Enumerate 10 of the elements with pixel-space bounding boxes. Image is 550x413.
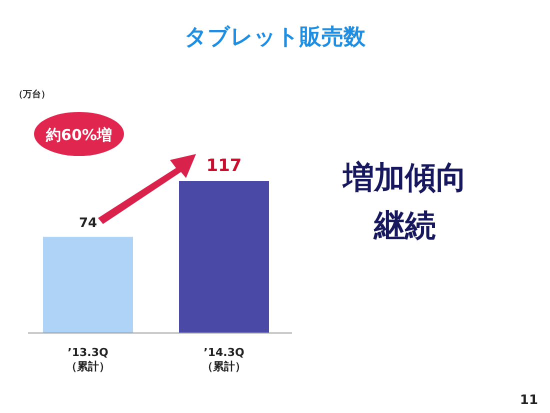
- data-label: 117: [206, 156, 242, 176]
- x-tick-label: ’13.3Q （累計）: [66, 346, 110, 373]
- text: 約60%増: [45, 126, 112, 144]
- data-label: 74: [78, 216, 98, 231]
- x-tick-label: ’14.3Q （累計）: [202, 346, 246, 373]
- text: 継続: [373, 208, 436, 244]
- text: （万台）: [14, 89, 50, 100]
- text: 増加傾向: [342, 160, 467, 196]
- chart-title: タブレット販売数: [184, 25, 366, 50]
- text: 11: [520, 393, 538, 408]
